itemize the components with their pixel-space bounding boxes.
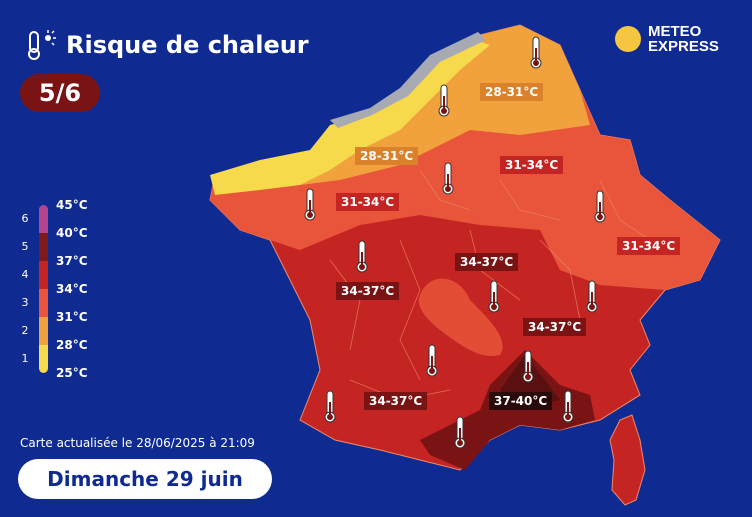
update-timestamp: Carte actualisée le 28/06/2025 à 21:09 [20,436,255,450]
legend-level: 6 [21,212,29,225]
thermometer-icon [586,280,598,313]
legend-color-bar [39,205,48,373]
page-title: Risque de chaleur [66,31,309,59]
brand-line1: METEO [648,23,702,40]
zone-label-nord: 28-31°C [480,83,544,101]
legend-temp: 28°C [56,338,88,352]
heat-thermometer-icon [28,30,56,60]
thermometer-icon [488,280,500,313]
legend-swatch-4 [39,261,48,289]
legend-temp: 25°C [56,366,88,380]
thermometer-icon [324,390,336,423]
risk-level-badge: 5/6 [20,74,100,112]
legend-level: 4 [21,268,29,281]
legend-temp: 45°C [56,198,88,212]
thermometer-icon [594,190,606,223]
zone-label-centre-est: 31-34°C [500,156,564,174]
legend-level: 5 [21,240,29,253]
thermometer-icon [426,344,438,377]
sun-moon-icon [615,26,641,52]
zone-label-normandie: 28-31°C [355,147,419,165]
brand-logo: METEO EXPRESS [614,24,719,54]
coast-strip-region [330,32,486,128]
legend-temp: 34°C [56,282,88,296]
legend-swatch-5 [39,233,48,261]
forecast-date-pill: Dimanche 29 juin [18,459,272,499]
legend-swatch-1 [39,345,48,373]
thermometer-icon [562,390,574,423]
massif-region [418,278,503,356]
zone-label-aquitaine: 34-37°C [336,282,400,300]
legend-swatch-2 [39,317,48,345]
zone-label-centre: 34-37°C [455,253,519,271]
legend-temp: 37°C [56,254,88,268]
zone-label-sud-ouest: 34-37°C [364,392,428,410]
thermometer-icon [442,162,454,195]
zone-31-34-region [210,25,720,290]
zone-label-alsace-alpes: 31-34°C [617,237,681,255]
legend-swatch-6 [39,205,48,233]
thermometer-icon [304,188,316,221]
zone-label-centre-ouest: 31-34°C [336,193,400,211]
legend-level: 2 [21,324,29,337]
legend-temp: 31°C [56,310,88,324]
thermometer-icon [522,350,534,383]
legend-temp: 40°C [56,226,88,240]
brand-line2: EXPRESS [648,38,719,55]
corsica-region [609,414,646,506]
title-block: Risque de chaleur [22,28,309,62]
temperature-legend: 6 5 4 3 2 1 45°C 40°C 37°C 34°C 31°C 28°… [18,198,98,380]
thermometer-icon [438,84,450,117]
thermometer-icon [530,36,542,69]
thermometer-icon [356,240,368,273]
legend-swatch-3 [39,289,48,317]
zone-label-provence: 37-40°C [489,392,553,410]
zone-label-rhone: 34-37°C [523,318,587,336]
legend-level: 1 [21,352,29,365]
legend-level: 3 [21,296,29,309]
thermometer-icon [454,416,466,449]
